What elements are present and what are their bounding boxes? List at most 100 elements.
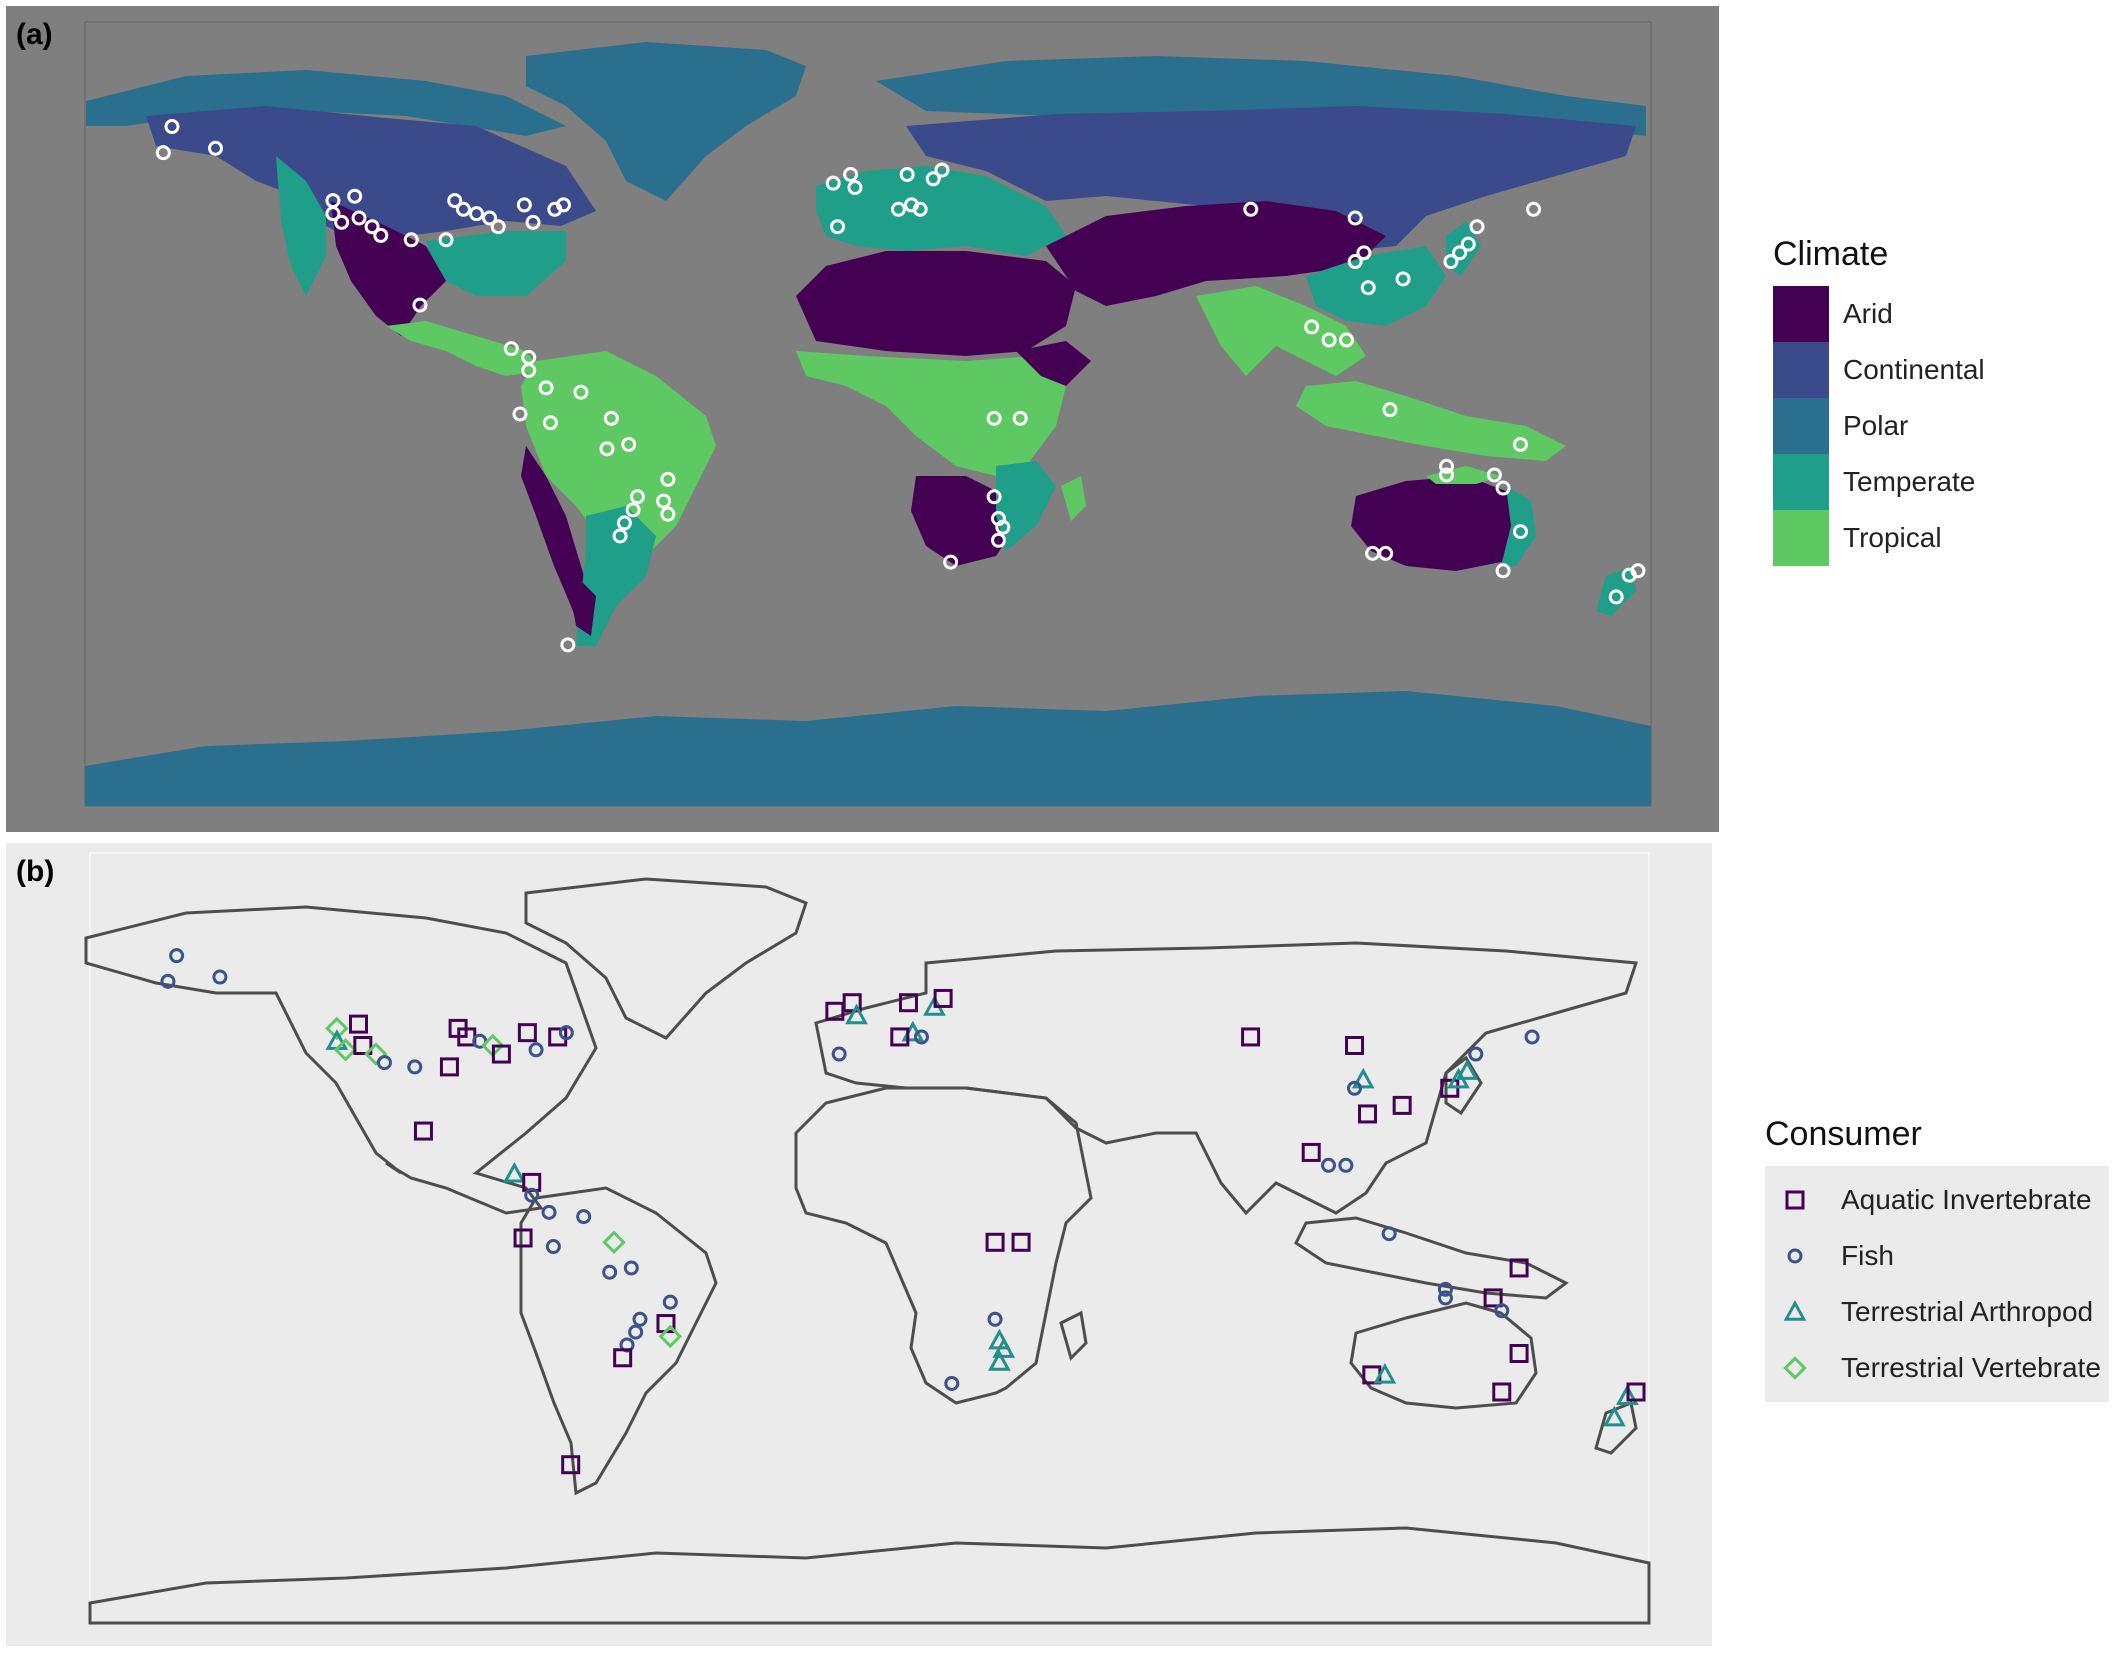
climate-site-marker xyxy=(469,206,484,222)
site-marker-fish xyxy=(628,1324,644,1340)
climate-site-marker xyxy=(455,201,471,217)
site-marker-aquatic-invertebrate xyxy=(491,1044,511,1064)
site-marker-fish xyxy=(376,1055,392,1071)
climate-site-marker xyxy=(1495,563,1511,579)
climate-site-marker xyxy=(912,201,928,217)
climate-site-marker xyxy=(1452,245,1468,261)
site-marker-fish xyxy=(662,1294,678,1310)
climate-site-marker xyxy=(1460,236,1476,252)
climate-site-marker xyxy=(847,180,863,196)
climate-site-marker xyxy=(403,232,419,248)
site-marker-terrestrial-arthropod xyxy=(503,1161,526,1183)
climate-site-marker xyxy=(1513,524,1528,540)
climate-site-marker xyxy=(925,171,941,187)
consumer-legend-item-fish: Fish xyxy=(1773,1228,2101,1284)
region-madagascar-tropical xyxy=(1061,476,1086,521)
region-north-america-continental xyxy=(146,106,596,236)
site-marker-aquatic-invertebrate xyxy=(1345,1036,1365,1055)
region-australia-arid xyxy=(1351,476,1526,571)
climate-site-marker xyxy=(1378,545,1394,561)
site-marker-aquatic-invertebrate xyxy=(348,1014,368,1034)
site-marker-aquatic-invertebrate xyxy=(548,1027,568,1047)
climate-site-marker xyxy=(1469,219,1485,235)
climate-site-marker xyxy=(490,219,506,235)
site-marker-aquatic-invertebrate xyxy=(985,1232,1005,1252)
climate-site-marker xyxy=(1339,332,1354,348)
climate-site-marker xyxy=(660,506,676,522)
consumer-key-mark xyxy=(1787,1248,1803,1264)
panel-b-consumer-map: (b) xyxy=(6,843,1712,1646)
climate-site-marker xyxy=(825,175,841,191)
site-marker-fish xyxy=(576,1209,592,1225)
outline-madagascar xyxy=(1059,1310,1088,1361)
region-middle-east-asia-arid xyxy=(1046,201,1386,306)
climate-site-marker xyxy=(155,145,171,161)
climate-legend-item-temperate: Temperate xyxy=(1773,454,1985,510)
consumer-key-diamond-icon xyxy=(1783,1356,1807,1380)
site-marker-aquatic-invertebrate xyxy=(1509,1344,1529,1363)
climate-site-marker xyxy=(542,415,558,431)
site-marker-aquatic-invertebrate xyxy=(1492,1382,1512,1402)
climate-site-marker xyxy=(1395,271,1411,287)
climate-site-marker xyxy=(1360,280,1376,296)
climate-site-marker xyxy=(351,210,367,226)
site-marker-aquatic-invertebrate xyxy=(517,1023,537,1043)
site-marker-fish xyxy=(524,1187,540,1203)
climate-regions xyxy=(85,42,1651,806)
consumer-key-triangle-icon xyxy=(1783,1300,1807,1321)
climate-site-marker xyxy=(516,197,532,213)
site-marker-fish xyxy=(632,1311,648,1327)
climate-site-marker xyxy=(986,410,1002,426)
site-marker-terrestrial-vertebrate xyxy=(333,1038,358,1062)
climate-site-marker xyxy=(660,471,676,487)
climate-site-marker xyxy=(573,384,589,400)
site-marker-fish xyxy=(160,973,176,989)
climate-site-marker xyxy=(830,219,846,235)
climate-site-marker xyxy=(164,119,180,135)
site-marker-terrestrial-arthropod xyxy=(992,1337,1016,1358)
climate-site-marker xyxy=(556,197,571,213)
site-marker-fish xyxy=(558,1025,574,1041)
climate-site-marker xyxy=(656,493,672,509)
climate-site-marker xyxy=(995,519,1011,535)
climate-swatch xyxy=(1773,454,1829,510)
site-marker-terrestrial-vertebrate xyxy=(364,1042,388,1066)
climate-site-marker xyxy=(334,214,350,230)
climate-site-marker xyxy=(503,341,519,357)
climate-site-marker xyxy=(1630,563,1646,579)
climate-site-marker xyxy=(629,489,645,505)
site-marker-fish xyxy=(1381,1226,1397,1242)
climate-site-marker xyxy=(943,554,959,570)
site-marker-fish xyxy=(987,1311,1003,1327)
site-marker-terrestrial-arthropod xyxy=(988,1350,1011,1371)
site-marker-fish xyxy=(944,1375,960,1391)
climate-legend-label: Polar xyxy=(1843,410,1909,441)
region-south-america-temperate xyxy=(576,506,656,646)
climate-site-marker xyxy=(447,193,463,209)
site-marker-aquatic-invertebrate xyxy=(439,1057,459,1077)
climate-site-marker xyxy=(208,140,223,156)
climate-site-marker xyxy=(364,219,380,235)
site-marker-aquatic-invertebrate xyxy=(413,1121,433,1141)
climate-site-marker xyxy=(521,362,537,378)
site-marker-terrestrial-vertebrate xyxy=(325,1016,349,1041)
site-marker-aquatic-invertebrate xyxy=(1301,1142,1321,1162)
climate-site-marker xyxy=(934,162,950,178)
consumer-key-circle-icon xyxy=(1787,1248,1803,1264)
region-eurasia-continental xyxy=(906,106,1636,251)
region-north-america-arid xyxy=(331,201,446,336)
climate-legend: Climate Arid Continental Polar Temperate Tro… xyxy=(1773,235,1985,566)
site-marker-fish xyxy=(407,1059,423,1075)
outline-japan xyxy=(1444,1055,1483,1116)
climate-site-marker xyxy=(1443,254,1459,270)
climate-site-marker xyxy=(538,380,554,396)
region-north-america-temperate-west xyxy=(276,156,326,296)
region-central-africa-tropical xyxy=(796,351,1066,476)
outline-eurasia xyxy=(814,941,1639,1216)
site-marker-fish xyxy=(831,1046,847,1062)
climate-site-marker xyxy=(616,515,632,531)
consumer-legend: Consumer Aquatic Invertebrate Fish Terrest… xyxy=(1765,1115,2109,1402)
climate-legend-item-continental: Continental xyxy=(1773,342,1985,398)
climate-site-marker xyxy=(525,214,541,230)
climate-site-marker xyxy=(625,502,641,518)
